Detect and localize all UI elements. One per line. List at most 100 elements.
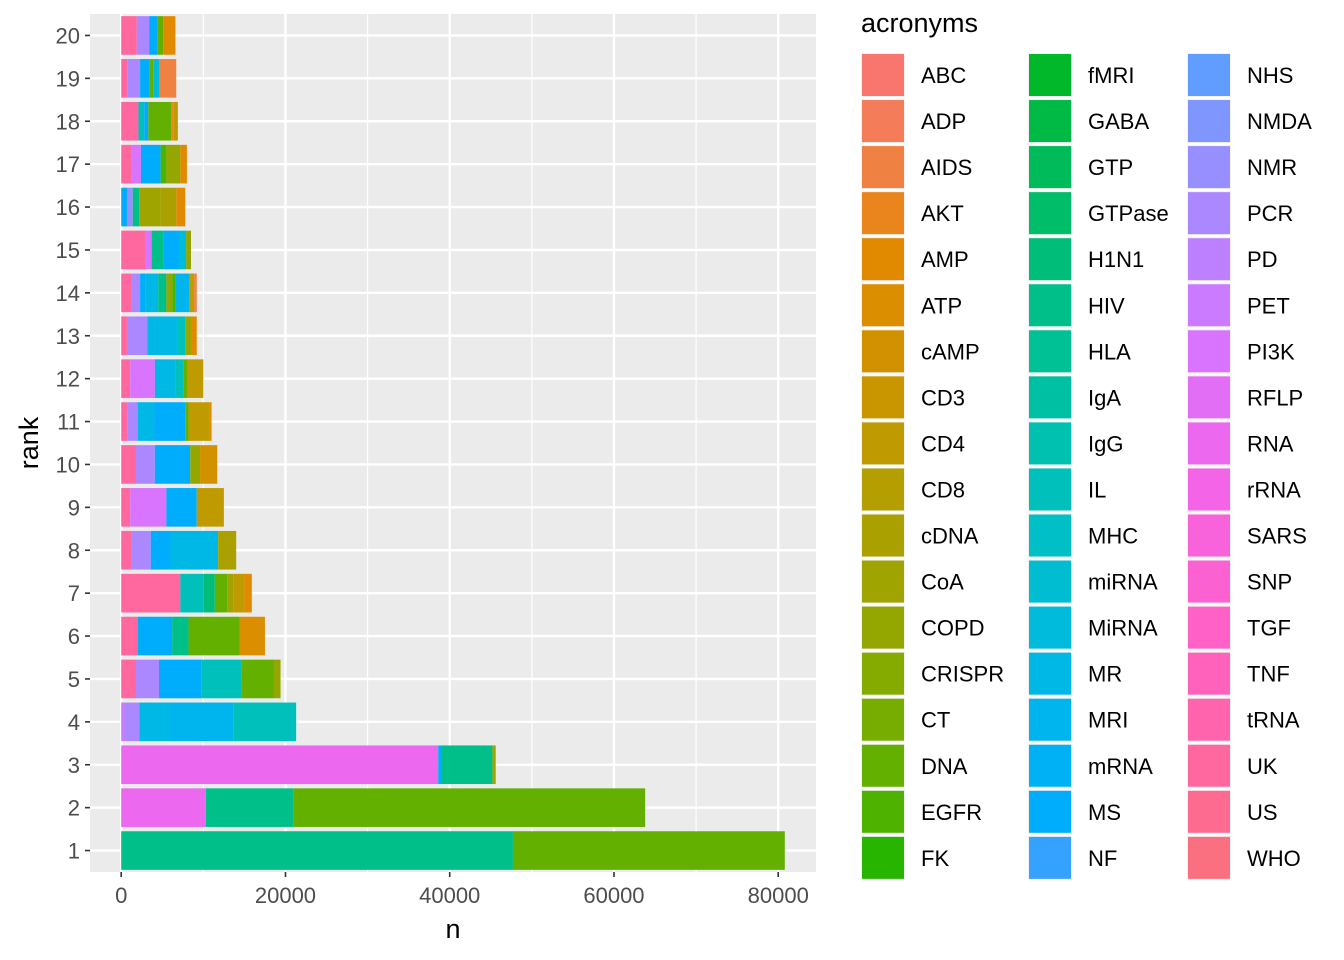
legend-key — [1188, 422, 1230, 465]
bar-segment-COPD — [190, 445, 201, 484]
legend-item: IgA — [1028, 375, 1121, 420]
legend-key — [1188, 284, 1230, 327]
bar-segment-MS — [438, 745, 442, 785]
legend-key — [1188, 146, 1230, 189]
bar-segment-cDNA — [160, 187, 177, 227]
bar-rank-10 — [121, 445, 218, 484]
bar-segment-MS — [140, 144, 161, 184]
y-tick-label: 9 — [68, 495, 80, 520]
legend-item: H1N1 — [1028, 237, 1144, 282]
legend-item: TNF — [1187, 651, 1290, 696]
bar-segment-IL — [180, 573, 204, 613]
legend-label: CD3 — [921, 385, 965, 410]
legend-key — [862, 698, 904, 741]
legend-key — [1188, 100, 1230, 143]
bar-segment-PI3K — [145, 230, 152, 270]
legend-item: CRISPR — [861, 651, 1004, 696]
legend-key — [1029, 744, 1071, 787]
legend-key — [1029, 606, 1071, 649]
bar-segment-HIV — [121, 831, 513, 870]
bar-segment-CoA — [492, 745, 496, 785]
legend-label: CD8 — [921, 477, 965, 502]
bar-segment-UK — [121, 16, 137, 55]
legend-label: AIDS — [921, 155, 972, 180]
legend-item: AKT — [861, 191, 964, 236]
legend-key — [1188, 192, 1230, 235]
legend-item: NF — [1028, 835, 1117, 880]
bar-segment-DNA — [185, 402, 189, 441]
legend-item: NHS — [1187, 53, 1293, 97]
x-tick-label: 80000 — [748, 883, 809, 908]
legend-item: COPD — [861, 605, 985, 650]
bar-rank-1 — [121, 831, 785, 870]
bar-segment-MR — [170, 530, 219, 570]
bar-segment-CD4 — [187, 359, 204, 398]
y-tick-label: 10 — [56, 452, 80, 477]
bar-segment-UK — [121, 445, 136, 484]
legend-label: PET — [1247, 293, 1290, 318]
bar-rank-3 — [121, 745, 496, 785]
bar-segment-UK — [121, 273, 132, 313]
legend-label: mRNA — [1088, 754, 1153, 779]
legend-key — [1029, 698, 1071, 741]
legend-label: NMR — [1247, 155, 1297, 180]
legend-label: MHC — [1088, 524, 1138, 549]
legend-key — [862, 100, 904, 143]
bar-rank-6 — [121, 616, 265, 656]
bar-segment-MiRNA — [179, 230, 187, 270]
bar-segment-MiRNA — [153, 59, 159, 98]
legend-item: PET — [1187, 283, 1290, 328]
bar-segment-HIV — [158, 273, 167, 313]
legend-item: rRNA — [1187, 467, 1301, 512]
bar-segment-MRI — [170, 702, 234, 742]
legend-label: H1N1 — [1088, 247, 1144, 272]
bar-segment-HIV — [172, 616, 189, 656]
legend-item: MRI — [1028, 697, 1128, 742]
legend-item: RNA — [1187, 421, 1294, 466]
y-tick-label: 18 — [56, 109, 80, 134]
bar-segment-PCR — [131, 273, 141, 313]
bar-segment-ATP — [239, 616, 265, 656]
legend-item: UK — [1187, 743, 1278, 788]
legend-item: mRNA — [1028, 743, 1153, 788]
bar-segment-MS — [158, 659, 202, 699]
bar-segment-DNA — [188, 616, 240, 656]
legend-key — [1029, 468, 1071, 511]
legend-key — [862, 376, 904, 419]
bar-rank-16 — [121, 187, 186, 227]
bar-segment-MS — [149, 16, 158, 55]
bar-segment-UK — [121, 101, 139, 141]
bar-rank-13 — [121, 316, 197, 356]
legend-key — [1188, 238, 1230, 281]
y-tick-label: 20 — [56, 23, 80, 48]
legend-item: FK — [861, 835, 949, 880]
legend-key — [1188, 376, 1230, 419]
bar-segment-DNA — [183, 359, 188, 398]
y-axis-title: rank — [14, 416, 44, 469]
legend-item: HIV — [1028, 283, 1125, 328]
y-tick-label: 1 — [68, 839, 80, 864]
bar-segment-DNA — [214, 573, 228, 613]
x-axis: 0 20000 40000 60000 80000 — [115, 872, 809, 908]
legend-key — [1188, 606, 1230, 649]
legend-label: cAMP — [921, 339, 980, 364]
legend-key — [862, 54, 904, 96]
legend-title: acronyms — [861, 8, 978, 38]
legend-item: fMRI — [1028, 53, 1134, 97]
bar-segment-UK — [121, 230, 146, 270]
legend-label: MiRNA — [1088, 616, 1158, 641]
bar-segment-MS — [154, 445, 191, 484]
x-tick-label: 0 — [115, 883, 127, 908]
bar-segment-PCR — [127, 59, 141, 98]
bar-segment-CoA — [185, 316, 192, 356]
legend-item: US — [1187, 789, 1278, 834]
legend-key — [862, 652, 904, 695]
bar-segment-H1N1 — [203, 573, 215, 613]
legend-item: GTP — [1028, 145, 1133, 190]
bar-segment-PI3K — [130, 359, 155, 398]
bar-segment-CD4 — [188, 402, 210, 441]
legend-label: CD4 — [921, 431, 965, 456]
bar-segment-MRI — [175, 273, 190, 313]
legend-key — [1188, 698, 1230, 741]
bar-segment-DNA — [241, 659, 274, 699]
